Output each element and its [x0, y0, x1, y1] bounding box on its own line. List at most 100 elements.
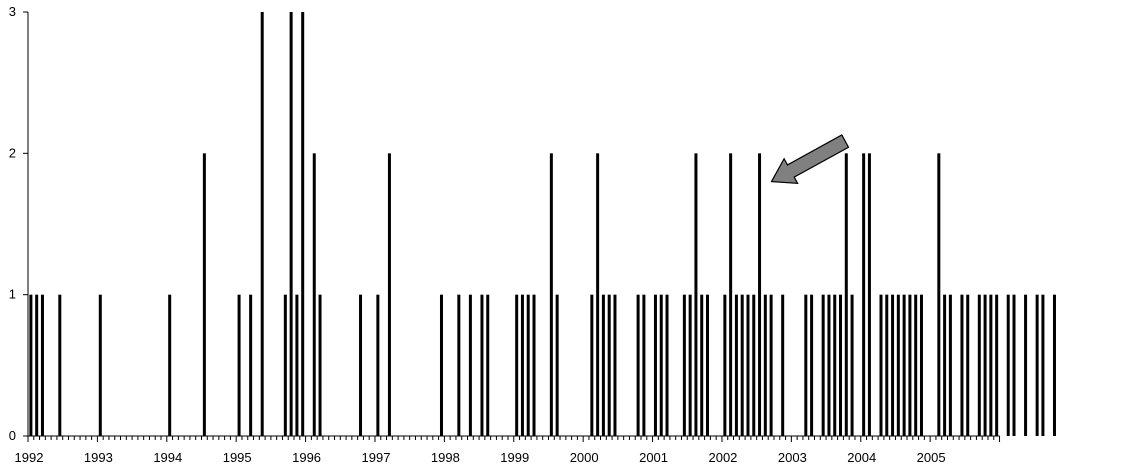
bar — [995, 294, 999, 436]
x-tick-label: 1993 — [84, 450, 113, 465]
bar — [758, 153, 762, 437]
bar — [740, 294, 744, 436]
bar — [168, 294, 172, 436]
bar — [387, 153, 391, 437]
bar — [1052, 294, 1056, 436]
bar — [833, 294, 837, 436]
bar — [966, 294, 970, 436]
x-tick-label: 1997 — [362, 450, 391, 465]
bar — [937, 153, 941, 437]
x-tick-label: 2005 — [917, 450, 946, 465]
bar — [891, 294, 895, 436]
bar — [729, 153, 733, 437]
y-tick-label: 2 — [9, 145, 16, 160]
bar — [885, 294, 889, 436]
y-tick-label: 3 — [9, 4, 16, 19]
x-tick-label: 1999 — [500, 450, 529, 465]
bar — [769, 294, 773, 436]
bar — [914, 294, 918, 436]
bar — [700, 294, 704, 436]
annotation-arrow — [770, 134, 850, 184]
bars — [29, 12, 1056, 437]
x-tick-label: 2004 — [847, 450, 876, 465]
bar — [359, 294, 363, 436]
bar — [29, 294, 33, 436]
bar — [839, 294, 843, 436]
bar — [468, 294, 472, 436]
bar — [746, 294, 750, 436]
bar — [376, 294, 380, 436]
bar — [694, 153, 698, 437]
bar — [989, 294, 993, 436]
bar — [312, 153, 316, 437]
y-tick-label: 1 — [9, 287, 16, 302]
bar — [40, 294, 44, 436]
bar — [590, 294, 594, 436]
bar — [260, 12, 264, 436]
bar — [810, 294, 814, 436]
x-tick-label: 2000 — [570, 450, 599, 465]
x-tick-label: 1998 — [431, 450, 460, 465]
bar — [919, 294, 923, 436]
bar — [804, 294, 808, 436]
y-axis: 0 1 2 3 — [9, 4, 29, 443]
bar — [237, 294, 241, 436]
bar — [601, 294, 605, 436]
y-tick-label: 0 — [9, 428, 16, 443]
x-axis: 1992 1993 1994 1995 1996 1997 1998 1999 2000 2001… — [15, 435, 1001, 465]
bar — [596, 153, 600, 437]
bar — [642, 294, 646, 436]
bar — [480, 294, 484, 436]
bar — [98, 294, 102, 436]
bar — [827, 294, 831, 436]
bar — [439, 294, 443, 436]
bar — [867, 153, 871, 437]
bar — [665, 294, 669, 436]
bar — [549, 153, 553, 437]
bar — [983, 294, 987, 436]
bar — [943, 294, 947, 436]
bar — [781, 294, 785, 436]
x-tick-label: 1995 — [223, 450, 252, 465]
bar — [896, 294, 900, 436]
bar — [607, 294, 611, 436]
annotation-arrow-shape — [770, 134, 850, 184]
bar — [821, 294, 825, 436]
bar — [1012, 294, 1016, 436]
bar — [908, 294, 912, 436]
bar — [734, 294, 738, 436]
bar — [202, 153, 206, 437]
bar — [318, 294, 322, 436]
bar — [960, 294, 964, 436]
bar — [879, 294, 883, 436]
bar — [752, 294, 756, 436]
bar — [850, 294, 854, 436]
bar — [555, 294, 559, 436]
bar — [486, 294, 490, 436]
bar — [653, 294, 657, 436]
bar — [636, 294, 640, 436]
bar — [763, 294, 767, 436]
bar — [1035, 294, 1039, 436]
bar — [688, 294, 692, 436]
x-tick-label: 1996 — [292, 450, 321, 465]
bar — [515, 294, 519, 436]
bar — [613, 294, 617, 436]
x-tick-label: 1992 — [15, 450, 44, 465]
bar — [862, 153, 866, 437]
bar — [659, 294, 663, 436]
bar — [948, 294, 952, 436]
bar — [58, 294, 62, 436]
bar — [1024, 294, 1028, 436]
bar — [902, 294, 906, 436]
x-tick-label: 2002 — [708, 450, 737, 465]
bar — [532, 294, 536, 436]
bar — [289, 12, 293, 436]
bar — [723, 294, 727, 436]
bar — [520, 294, 524, 436]
bar — [35, 294, 39, 436]
bar — [283, 294, 287, 436]
bar — [706, 294, 710, 436]
bar — [1041, 294, 1045, 436]
